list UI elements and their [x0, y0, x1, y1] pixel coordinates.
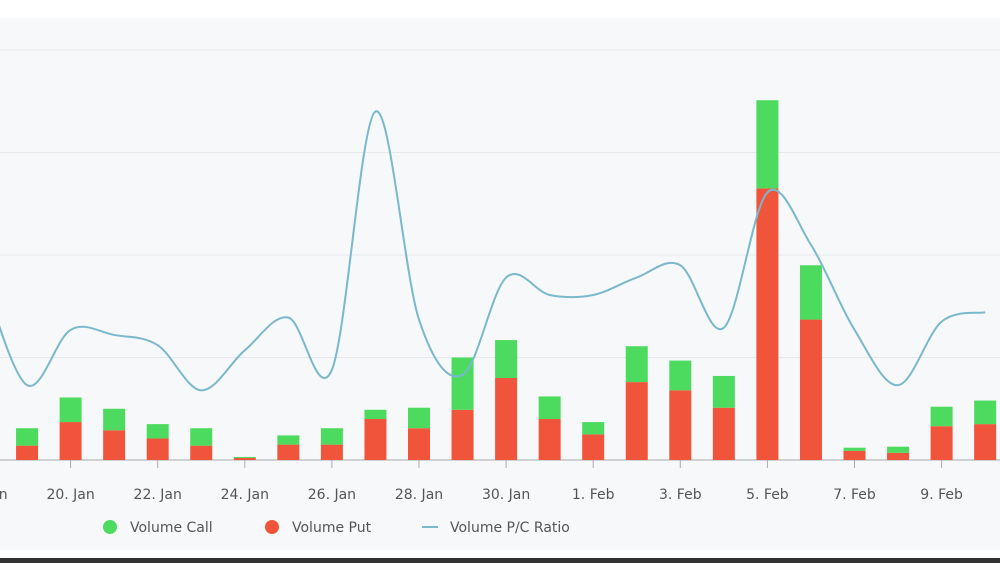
x-tick-label: 5. Feb	[746, 487, 789, 503]
x-tick-label: 20. Jan	[46, 487, 94, 503]
bar-segment	[190, 428, 213, 446]
bar-segment	[233, 456, 256, 458]
bar-segment	[146, 424, 169, 439]
bar-segment	[538, 419, 561, 460]
bar-segment	[59, 397, 82, 423]
bar-segment	[799, 319, 822, 460]
x-tick-label: 18. Jan	[0, 487, 8, 503]
bar-segment	[712, 407, 735, 460]
bar-segment	[408, 428, 430, 460]
legend-marker	[103, 520, 117, 534]
bar-segment	[59, 422, 82, 460]
bar-segment	[538, 396, 561, 419]
bar-segment	[277, 444, 300, 460]
bar-segment	[495, 378, 518, 460]
x-tick-label: 28. Jan	[395, 487, 443, 503]
bar-segment	[495, 340, 518, 378]
bar-segment	[103, 430, 126, 460]
legend-label: Volume Call	[130, 520, 213, 536]
bar-segment	[669, 390, 692, 460]
legend-marker	[265, 520, 279, 534]
bar-segment	[320, 444, 343, 460]
bar-segment	[843, 447, 866, 451]
bottom-border	[0, 558, 1000, 563]
bar-segment	[408, 407, 430, 429]
bar-segment	[364, 409, 387, 419]
bar-segment	[669, 360, 692, 391]
bar-segment	[887, 452, 910, 460]
legend-label: Volume P/C Ratio	[450, 520, 570, 536]
bar-segment	[146, 438, 169, 460]
bar-segment	[756, 188, 779, 460]
legend-label: Volume Put	[292, 520, 372, 536]
x-tick-label: 1. Feb	[572, 487, 615, 503]
bar-segment	[320, 428, 343, 445]
bar-segment	[451, 409, 474, 460]
ratio-line	[0, 110, 986, 392]
bar-segment	[930, 426, 953, 460]
x-tick-label: 7. Feb	[833, 487, 876, 503]
bar-segment	[582, 434, 605, 460]
bar-segment	[712, 375, 735, 408]
x-tick-label: 3. Feb	[659, 487, 702, 503]
bar-segment	[843, 450, 866, 460]
x-tick-label: 9. Feb	[920, 487, 963, 503]
bar-segment	[756, 100, 779, 189]
bar-segment	[16, 428, 39, 446]
x-tick-label: 26. Jan	[308, 487, 356, 503]
x-tick-label: 24. Jan	[221, 487, 269, 503]
bar-segment	[582, 422, 605, 435]
x-tick-label: 22. Jan	[134, 487, 182, 503]
bar-segment	[233, 457, 256, 460]
bar-segment	[930, 406, 953, 427]
bar-segment	[190, 445, 213, 460]
bar-segment	[625, 346, 648, 383]
bar-segment	[974, 424, 997, 460]
x-tick-label: 30. Jan	[482, 487, 530, 503]
bar-segment	[277, 435, 300, 445]
bar-segment	[364, 419, 387, 460]
bar-segment	[625, 382, 648, 460]
bar-segment	[974, 400, 997, 425]
plot-background	[0, 18, 1000, 550]
bar-segment	[799, 265, 822, 320]
bar-segment	[16, 445, 39, 460]
bar-segment	[103, 408, 126, 431]
bar-segment	[887, 446, 910, 453]
